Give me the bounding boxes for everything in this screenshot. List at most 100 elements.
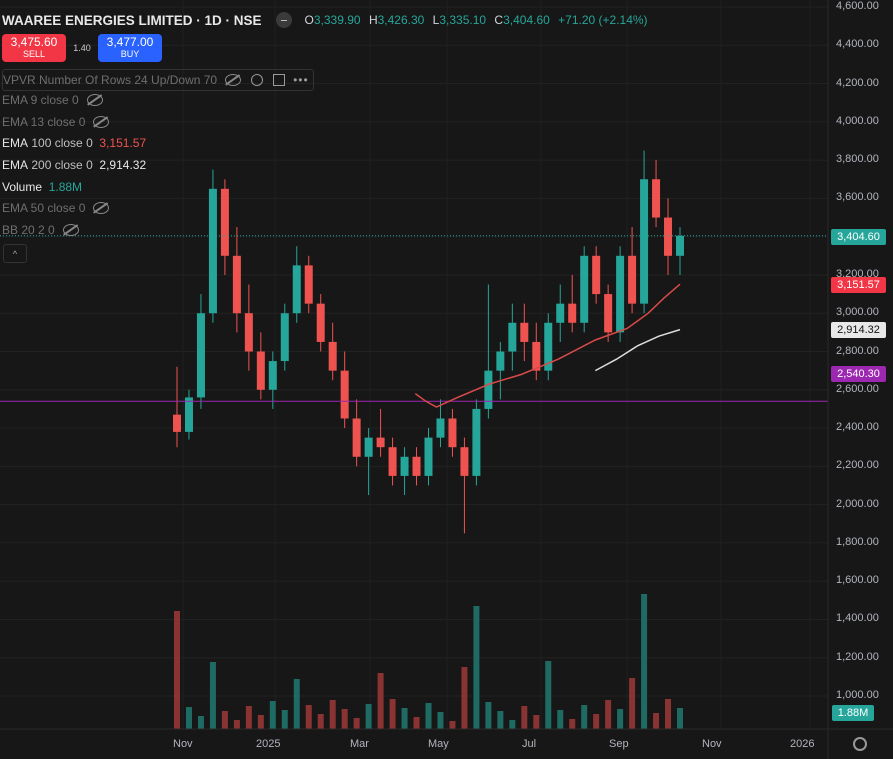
- sell-button[interactable]: 3,475.60 SELL: [2, 34, 66, 62]
- volume-bar: [329, 700, 336, 729]
- candle-body: [592, 255, 601, 295]
- volume-price-label: 1.88M: [832, 705, 874, 721]
- volume-bar: [377, 673, 384, 729]
- close-value: 3,404.60: [503, 13, 550, 27]
- volume-bar: [185, 707, 192, 729]
- ema200-line: [594, 328, 681, 372]
- price-tick: 1,800.00: [836, 535, 879, 548]
- indicator-ema9[interactable]: EMA 9 close 0: [2, 91, 103, 109]
- price-tick: 4,400.00: [836, 38, 879, 51]
- price-tick: 3,200.00: [836, 267, 879, 280]
- indicator-vpvr[interactable]: VPVR Number Of Rows 24 Up/Down 70 •••: [2, 69, 314, 91]
- candle-body: [676, 235, 684, 256]
- more-icon[interactable]: •••: [293, 73, 309, 87]
- ema50-label: EMA 50 close 0: [2, 201, 86, 215]
- price-tick: 3,800.00: [836, 153, 879, 166]
- ema13-label: EMA 13 close 0: [2, 115, 86, 129]
- spread-value: 1.40: [73, 43, 91, 53]
- price-tick: 2,400.00: [836, 421, 879, 434]
- volume-bar: [485, 702, 492, 729]
- candle-body: [388, 447, 397, 476]
- volume-bar: [413, 717, 420, 729]
- volume-bar: [341, 709, 348, 729]
- indicator-ema100[interactable]: EMA 100 close 0 3,151.57: [2, 134, 146, 152]
- volume-bars: [174, 594, 683, 729]
- volume-bar: [305, 705, 312, 729]
- price-tick: 2,800.00: [836, 344, 879, 357]
- indicator-ema200[interactable]: EMA 200 close 0 2,914.32: [2, 156, 146, 174]
- candle-body: [364, 437, 373, 457]
- buy-price: 3,477.00: [106, 35, 154, 49]
- indicator-bb[interactable]: BB 20 2 0: [2, 221, 79, 239]
- volume-bar: [197, 716, 204, 729]
- candle-body: [184, 397, 193, 432]
- candle-body: [424, 437, 433, 476]
- time-tick-sep: Sep: [609, 738, 629, 750]
- candle-body: [328, 341, 337, 371]
- hline-price-label: 2,540.30: [831, 366, 886, 382]
- last-price-label: 3,404.60: [831, 229, 886, 245]
- volume-bar: [209, 662, 216, 729]
- symbol-title[interactable]: WAAREE ENERGIES LIMITED · 1D · NSE: [2, 12, 262, 28]
- candle-body: [448, 418, 457, 448]
- volume-bar: [437, 712, 444, 729]
- candle-body: [256, 351, 265, 390]
- volume-bar: [293, 679, 300, 729]
- price-tick: 3,600.00: [836, 191, 879, 204]
- chart-grid: [0, 6, 828, 697]
- candle-body: [664, 217, 673, 256]
- collapse-header-icon[interactable]: [275, 12, 292, 28]
- price-tick: 4,600.00: [836, 0, 879, 12]
- volume-bar: [365, 704, 372, 729]
- volume-bar: [617, 709, 624, 729]
- price-tick: 1,200.00: [836, 650, 879, 663]
- candle-body: [508, 322, 517, 352]
- gear-icon[interactable]: [853, 737, 867, 751]
- buy-button[interactable]: 3,477.00 BUY: [98, 34, 162, 62]
- sell-price: 3,475.60: [10, 35, 58, 49]
- candle-body: [280, 313, 289, 362]
- eye-off-icon[interactable]: [62, 224, 79, 236]
- candle-body: [472, 408, 481, 476]
- open-key: O: [304, 13, 314, 27]
- candle-body: [436, 418, 445, 438]
- volume-value: 1.88M: [48, 180, 83, 194]
- indicator-ema13[interactable]: EMA 13 close 0: [2, 113, 110, 131]
- volume-name: Volume: [2, 180, 43, 194]
- volume-bar: [461, 667, 468, 729]
- time-tick-mar: Mar: [350, 738, 369, 750]
- candle-body: [460, 447, 469, 476]
- settings-icon[interactable]: [251, 74, 264, 86]
- volume-bar: [509, 720, 516, 729]
- candle-body: [640, 179, 649, 304]
- price-tick: 2,000.00: [836, 497, 879, 510]
- high-key: H: [368, 13, 378, 27]
- candle-body: [376, 437, 385, 448]
- indicator-ema50[interactable]: EMA 50 close 0: [2, 199, 110, 217]
- volume-bar: [281, 710, 288, 729]
- volume-bar: [401, 708, 408, 729]
- volume-bar: [629, 678, 636, 729]
- volume-bar: [677, 708, 683, 729]
- close-key: C: [494, 13, 504, 27]
- volume-bar: [497, 711, 504, 729]
- candle-body: [400, 456, 409, 476]
- time-tick-2025: 2025: [256, 738, 281, 750]
- eye-off-icon[interactable]: [225, 74, 242, 86]
- indicator-volume[interactable]: Volume 1.88M: [2, 178, 82, 196]
- eye-off-icon[interactable]: [93, 202, 110, 214]
- candle-body: [292, 265, 301, 314]
- collapse-legend-button[interactable]: ^: [3, 244, 27, 263]
- trade-panel: 3,475.60 SELL 1.40 3,477.00 BUY: [2, 34, 162, 62]
- candle-body: [173, 414, 181, 432]
- eye-off-icon[interactable]: [93, 116, 110, 128]
- volume-bar: [233, 720, 240, 729]
- candle-body: [244, 313, 253, 352]
- candle-body: [340, 370, 349, 419]
- trash-icon[interactable]: [273, 74, 286, 86]
- ema200-value: 2,914.32: [99, 158, 147, 172]
- eye-off-icon[interactable]: [86, 94, 103, 106]
- time-tick-may: May: [428, 738, 449, 750]
- ema100-name: EMA: [2, 136, 29, 150]
